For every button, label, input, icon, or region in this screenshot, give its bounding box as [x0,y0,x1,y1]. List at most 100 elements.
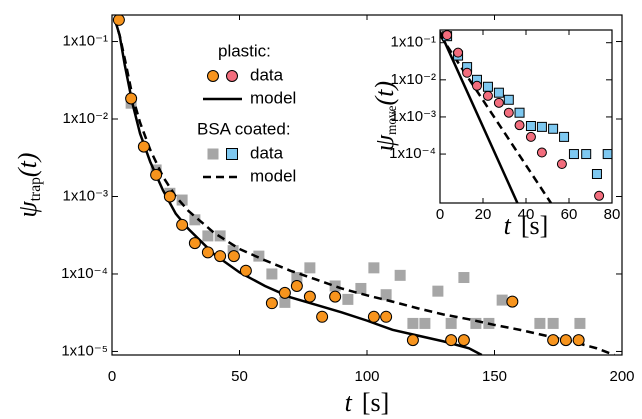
data-point [506,295,519,308]
data-point [304,262,316,274]
frame [439,29,613,204]
data-point [342,293,354,305]
data-point [176,218,189,231]
data-point [266,268,278,280]
x-tick-label: 50 [231,368,248,385]
plot-area [112,15,615,355]
x-tick-label: 0 [436,206,444,223]
data-point [559,334,572,347]
data-point [278,286,291,299]
data-point [470,317,482,329]
data-point [574,317,586,329]
legend-label: data [250,143,284,162]
data-point [368,262,380,274]
data-point [572,334,585,347]
data-point [548,123,559,134]
y-tick-label: 1x10⁻² [63,110,108,127]
data-point [503,94,514,105]
data-point [201,246,214,259]
legend-marker [207,148,219,160]
frame [111,14,623,356]
x-tick-label: 0 [108,368,116,385]
model-line [113,17,615,355]
data-point [525,120,536,131]
x-axis-label: t [s] [345,388,390,417]
y-tick-label: 1x10⁻³ [63,187,108,204]
legend-marker [226,148,238,160]
y-tick-label: 1x10⁻⁴ [61,265,108,282]
data-point [214,250,227,263]
data-point [380,310,393,323]
data-point [279,296,291,308]
y-label-symbol: ψ [370,134,399,151]
model-line [440,34,552,203]
legend-title: BSA coated: [197,119,291,138]
y-tick-label: 1x10⁻⁵ [61,342,108,359]
model-line [440,31,519,203]
legend-label: data [250,65,284,84]
x-label-unit: [s] [521,211,548,240]
data-point [514,120,525,131]
data-point [482,81,493,92]
data-point [457,334,470,347]
x-tick-label: 200 [609,368,634,385]
data-point [568,149,579,160]
data-point [556,158,567,169]
data-point [602,149,612,160]
data-point [112,15,125,26]
data-point [355,282,367,294]
data-point [581,149,592,160]
legend-label: model [250,166,296,185]
data-point [514,107,525,118]
y-tick-label: 1x10⁻² [391,71,436,88]
data-point [482,90,493,101]
data-point [253,250,265,262]
data-point [316,310,329,323]
y-axis-label: ψmove(t) [370,81,399,151]
y-tick-label: 1x10⁻¹ [391,34,436,51]
y-label-subscript: trap [27,177,44,201]
model-line [113,17,483,355]
data-point [329,280,341,292]
legend-label: model [250,88,296,107]
x-tick-label: 100 [354,368,379,385]
data-point [188,237,201,250]
data-point [367,310,380,323]
data-point [536,147,547,158]
legend-title: plastic: [218,41,271,60]
data-point [462,67,473,78]
data-point [125,92,138,105]
legend-marker [207,70,219,82]
data-point [137,140,150,153]
y-axis-label: ψtrap(t) [13,153,44,218]
data-point [471,80,482,91]
data-point [394,269,406,281]
x-tick-label: 40 [518,206,535,223]
data-point [503,107,514,118]
data-point [496,294,508,306]
y-label-symbol: ψ [13,200,42,217]
x-tick-label: 20 [475,206,492,223]
x-tick-label: 80 [604,206,621,223]
plot-area [440,30,612,203]
data-point [265,297,278,310]
data-point [202,230,214,242]
data-point [150,168,163,181]
data-point [591,169,602,180]
x-tick-label: 150 [482,368,507,385]
data-point [303,290,316,303]
data-point [380,289,392,301]
data-point [493,87,504,98]
y-label-argument: (t) [370,81,399,106]
data-point [534,317,546,329]
data-point [453,47,464,58]
data-point [493,97,504,108]
data-point [445,317,457,329]
y-tick-label: 1x10⁻¹ [63,32,108,49]
data-point [227,250,240,263]
x-label-unit: [s] [362,388,389,417]
x-label-symbol: t [504,211,512,240]
data-point [594,190,605,201]
inset-background [440,30,612,203]
